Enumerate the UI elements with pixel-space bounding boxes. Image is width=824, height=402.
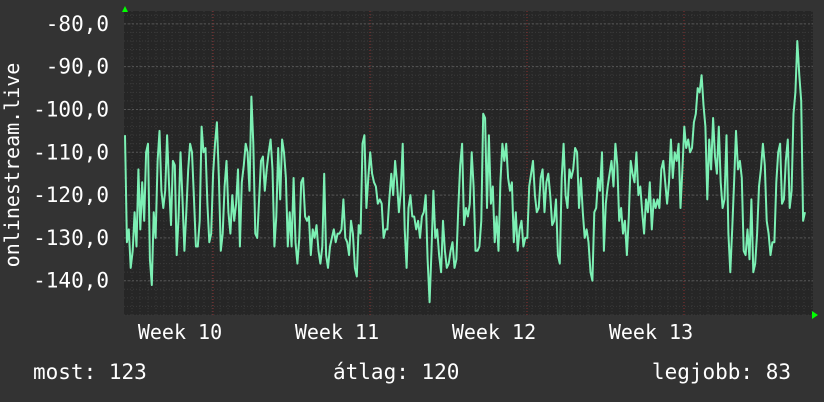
- y-tick-label: -140,0: [33, 269, 109, 293]
- current-value: most: 123: [33, 360, 147, 384]
- y-axis-label: onlinestream.live: [0, 63, 24, 268]
- y-tick-label: -100,0: [33, 97, 109, 121]
- plot-area: [124, 11, 813, 315]
- x-tick-label: Week 11: [295, 320, 379, 344]
- grid: [124, 11, 813, 316]
- max-value: legjobb: 83: [651, 360, 791, 384]
- y-tick-label: -110,0: [33, 140, 109, 164]
- x-tick-label: Week 12: [452, 320, 536, 344]
- y-tick-label: -80,0: [46, 12, 109, 36]
- x-axis-ticks: Week 10 Week 11 Week 12 Week 13: [138, 320, 693, 344]
- y-axis-ticks: -80,0 -90,0 -100,0 -110,0 -120,0 -130,0 -140,0: [33, 12, 109, 293]
- y-tick-label: -90,0: [46, 55, 109, 79]
- series-line: [124, 40, 806, 304]
- series-layer: [124, 40, 806, 304]
- y-tick-label: -120,0: [33, 183, 109, 207]
- y-tick-label: -130,0: [33, 226, 109, 250]
- y-axis-arrow: [122, 6, 128, 12]
- x-axis-arrow: [812, 311, 818, 319]
- x-tick-label: Week 10: [138, 320, 222, 344]
- average-value: átlag: 120: [333, 360, 460, 384]
- x-tick-label: Week 13: [609, 320, 693, 344]
